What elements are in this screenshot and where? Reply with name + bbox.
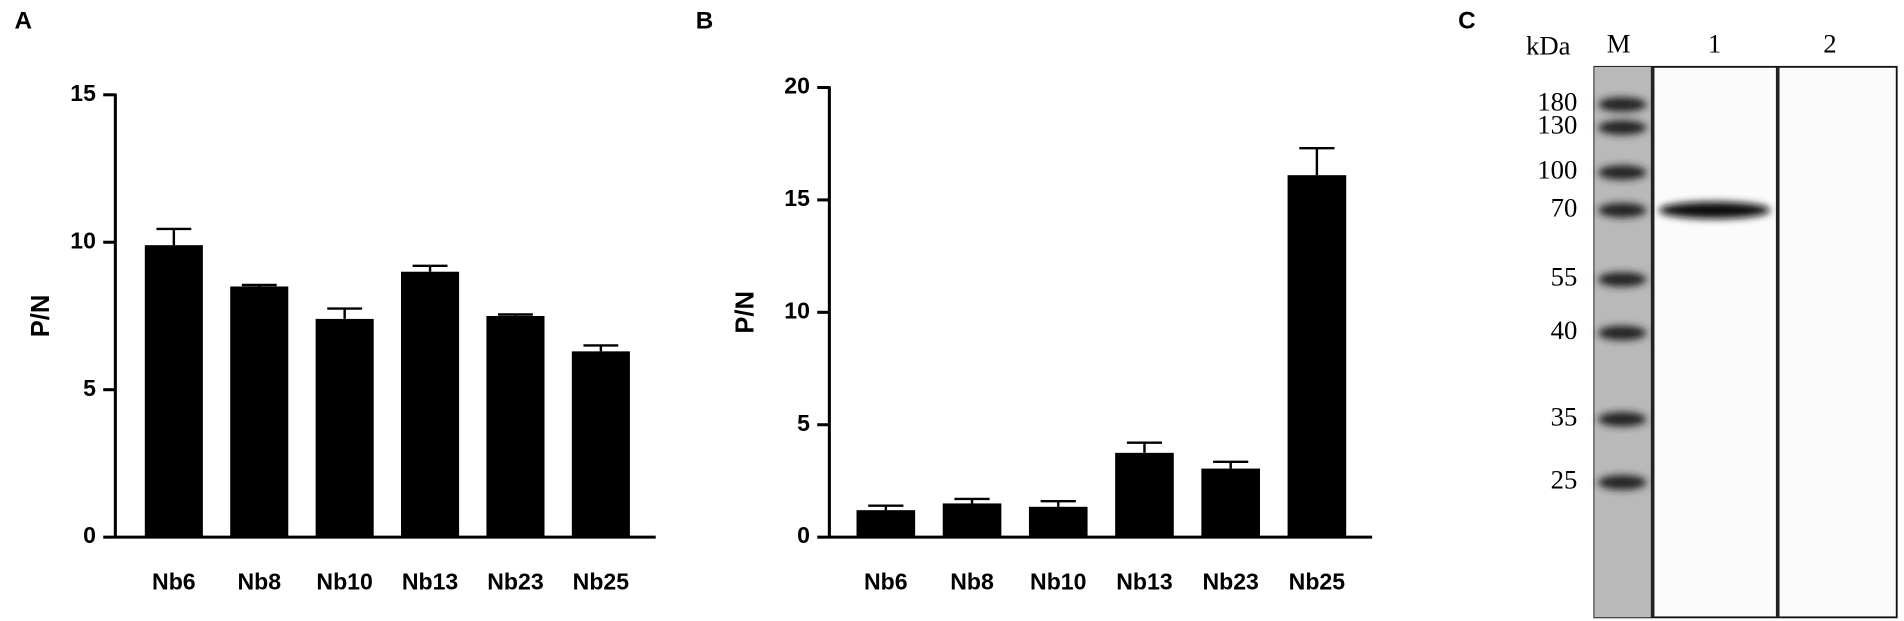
band [1658,201,1771,219]
bar [856,510,916,538]
y-tick-label: 20 [784,73,810,99]
bar [1028,506,1088,538]
x-tick-label: Nb8 [950,568,994,594]
x-tick-label: Nb25 [1289,568,1346,594]
bar [144,245,203,538]
bar [1287,175,1347,538]
lane-label: M [1607,28,1631,58]
marker-label: 100 [1537,155,1577,185]
unit-label: kDa [1526,31,1571,61]
ladder-band [1598,202,1647,218]
bar [571,351,630,538]
y-tick-label: 0 [83,522,96,548]
bar [230,286,289,538]
panel-label: A [15,7,33,34]
x-tick-label: Nb6 [152,568,196,594]
marker-label: 25 [1551,465,1578,495]
lane-label: 1 [1708,28,1721,58]
panel-label: B [696,7,714,34]
x-tick-label: Nb13 [402,568,458,594]
marker-lane [1594,66,1652,618]
x-tick-label: Nb6 [864,568,908,594]
x-tick-label: Nb8 [237,568,281,594]
bar-chart: Nb6 Nb8 Nb10 Nb13 Nb23 Nb25 0 5 10 15 20 P/N B [696,7,1373,594]
x-tick-label: Nb10 [1030,568,1086,594]
ladder-band [1598,325,1647,341]
x-tick-label: Nb23 [1202,568,1258,594]
bar [1115,452,1174,538]
y-tick-label: 5 [797,410,810,436]
marker-label: 55 [1551,262,1578,292]
ladder-band [1598,120,1647,135]
y-tick-label: 10 [784,297,810,323]
bar [942,503,1002,538]
x-tick-label: Nb25 [573,568,630,594]
ladder-band [1598,97,1647,112]
y-tick-label: 15 [784,185,810,211]
panel-label: C [1458,7,1476,34]
marker-label: 130 [1537,110,1577,140]
ladder-band [1598,165,1647,180]
marker-label: 35 [1551,401,1578,431]
y-tick-label: 5 [83,375,96,401]
bar [401,271,460,538]
ladder-band [1598,475,1647,490]
y-tick-label: 15 [70,80,96,106]
x-tick-label: Nb10 [316,568,372,594]
marker-label: 40 [1551,315,1578,345]
x-tick-label: Nb23 [487,568,543,594]
y-tick-label: 0 [797,522,810,548]
bar [486,315,545,538]
bar [1201,468,1260,538]
bar [315,318,374,538]
ladder-band [1598,272,1647,287]
y-tick-label: 10 [70,227,96,253]
bar-chart: Nb6 Nb8 Nb10 Nb13 Nb23 Nb25 0 5 10 15 P/N A [15,7,656,594]
lane-label: 2 [1823,28,1836,58]
ladder-band [1598,411,1647,427]
y-axis-label: P/N [27,295,55,338]
y-axis-label: P/N [732,291,760,334]
marker-label: 180 [1537,87,1577,117]
marker-label: 70 [1551,192,1578,222]
x-tick-label: Nb13 [1116,568,1172,594]
